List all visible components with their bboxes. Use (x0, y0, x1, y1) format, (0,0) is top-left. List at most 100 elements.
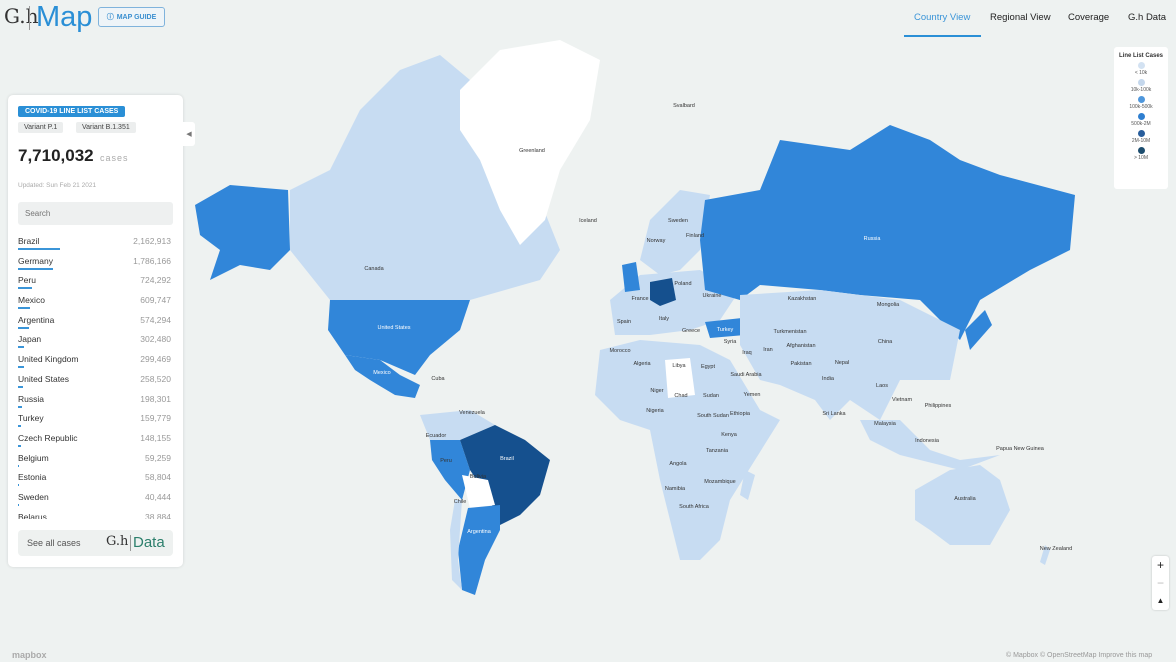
map-label: Sudan (703, 393, 719, 399)
country-list[interactable]: Brazil 2,162,913 Germany 1,786,166 Peru 724,2… (18, 235, 173, 519)
country-value: 198,301 (140, 393, 171, 404)
country-row[interactable]: Peru 724,292 (18, 274, 173, 294)
map-label: Mozambique (704, 479, 736, 485)
compass-button[interactable]: ▲ (1156, 596, 1165, 605)
tab-country-view[interactable]: Country View (914, 12, 971, 23)
country-value: 724,292 (140, 275, 171, 286)
zoom-in-button[interactable]: + (1156, 558, 1164, 572)
legend-item: 500k-2M (1114, 113, 1168, 127)
mapbox-logo[interactable]: mapbox (12, 650, 47, 660)
country-row[interactable]: Turkey 159,779 (18, 412, 173, 432)
country-row[interactable]: Belarus 38,884 (18, 511, 173, 519)
updated-date: Updated: Sun Feb 21 2021 (18, 182, 97, 189)
map-label: Russia (864, 236, 882, 242)
variant-b1351-chip[interactable]: Variant B.1.351 (76, 122, 136, 133)
see-all-cases-button[interactable]: See all cases G.h Data (18, 530, 173, 556)
australia (915, 465, 1010, 545)
united-states (328, 300, 470, 375)
country-value: 258,520 (140, 373, 171, 384)
data-label: Data (133, 534, 165, 551)
country-row[interactable]: Belgium 59,259 (18, 452, 173, 472)
map-label: Syria (724, 339, 737, 345)
country-row[interactable]: Sweden 40,444 (18, 491, 173, 511)
venezuela-colombia (420, 410, 495, 440)
map-label: Australia (954, 496, 976, 502)
zoom-out-button[interactable]: − (1156, 576, 1164, 590)
country-value: 2,162,913 (133, 236, 171, 246)
search-input[interactable] (18, 202, 173, 225)
map-label: Chad (674, 393, 687, 399)
map-label: Vietnam (892, 397, 912, 403)
map-label: Chile (454, 499, 467, 505)
country-name: Brazil (18, 236, 40, 246)
peru (430, 440, 470, 500)
gh-logo[interactable]: G.h (4, 4, 39, 28)
divider (130, 535, 131, 551)
help-icon: ⓘ (106, 14, 114, 21)
country-row[interactable]: Czech Republic 148,155 (18, 432, 173, 452)
country-row[interactable]: Russia 198,301 (18, 393, 173, 413)
map-label: Spain (617, 319, 631, 325)
line-list-badge[interactable]: COVID-19 LINE LIST CASES (18, 106, 126, 117)
legend-label: 100k-500k (1129, 104, 1153, 110)
map-label: Venezuela (459, 410, 486, 416)
map-label: Niger (650, 388, 663, 394)
legend-label: > 10M (1133, 155, 1149, 161)
attribution[interactable]: © Mapbox © OpenStreetMap Improve this ma… (1006, 652, 1153, 659)
map-label: Greenland (519, 148, 545, 154)
logo-divider (29, 6, 30, 30)
country-row[interactable]: Germany 1,786,166 (18, 255, 173, 275)
libya (665, 358, 695, 398)
case-bar (18, 464, 20, 467)
map-label: China (878, 339, 893, 345)
country-row[interactable]: Mexico 609,747 (18, 294, 173, 314)
tab-gh-data[interactable]: G.h Data (1128, 12, 1167, 23)
map-label: Ecuador (426, 433, 447, 439)
country-row[interactable]: Japan 302,480 (18, 333, 173, 353)
map-label: Namibia (665, 486, 686, 492)
map-label: Finland (686, 233, 704, 239)
map-label: Pakistan (790, 361, 811, 367)
japan (965, 310, 992, 350)
legend-swatch (1137, 79, 1145, 86)
map-label: Mongolia (877, 302, 900, 308)
map-label: Afghanistan (786, 343, 815, 349)
map-label: Egypt (701, 364, 716, 370)
country-name: Czech Republic (18, 432, 78, 443)
germany (650, 278, 676, 306)
tab-regional-view[interactable]: Regional View (990, 12, 1051, 23)
country-row[interactable]: Estonia 58,804 (18, 471, 173, 491)
country-value: 299,469 (140, 354, 171, 365)
map-label: Tanzania (706, 448, 729, 454)
country-value: 148,155 (140, 432, 171, 443)
map-label: Malaysia (874, 421, 897, 427)
chevron-left-icon: ◀ (186, 131, 192, 138)
map-label: United States (377, 325, 410, 331)
legend-label: < 10k (1134, 70, 1148, 76)
case-bar (18, 405, 22, 408)
map-label: Saudi Arabia (730, 372, 762, 378)
map-label: Greece (682, 328, 700, 334)
greenland (460, 40, 600, 245)
map-label: South Sudan (697, 413, 729, 419)
country-row[interactable]: Argentina 574,294 (18, 314, 173, 334)
country-value: 574,294 (140, 314, 171, 325)
map-label: Morocco (609, 348, 630, 354)
map-label: Philippines (925, 403, 952, 409)
country-row[interactable]: United States 258,520 (18, 373, 173, 393)
case-bar (18, 366, 24, 369)
collapse-panel-button[interactable]: ◀ (183, 122, 195, 146)
map-label: Indonesia (915, 438, 940, 444)
map-label: Sri Lanka (822, 411, 846, 417)
legend-item: 2M-10M (1114, 130, 1168, 144)
new-zealand (1040, 545, 1050, 565)
map-label: Norway (647, 238, 666, 244)
country-row[interactable]: United Kingdom 299,469 (18, 353, 173, 373)
map-guide-button[interactable]: ⓘ MAP GUIDE (98, 7, 165, 27)
country-value: 159,779 (140, 413, 171, 424)
tab-coverage[interactable]: Coverage (1068, 12, 1110, 23)
country-row[interactable]: Brazil 2,162,913 (18, 235, 173, 255)
variant-p1-chip[interactable]: Variant P.1 (18, 122, 64, 133)
cases-panel: COVID-19 LINE LIST CASES Variant P.1 Var… (8, 95, 183, 567)
